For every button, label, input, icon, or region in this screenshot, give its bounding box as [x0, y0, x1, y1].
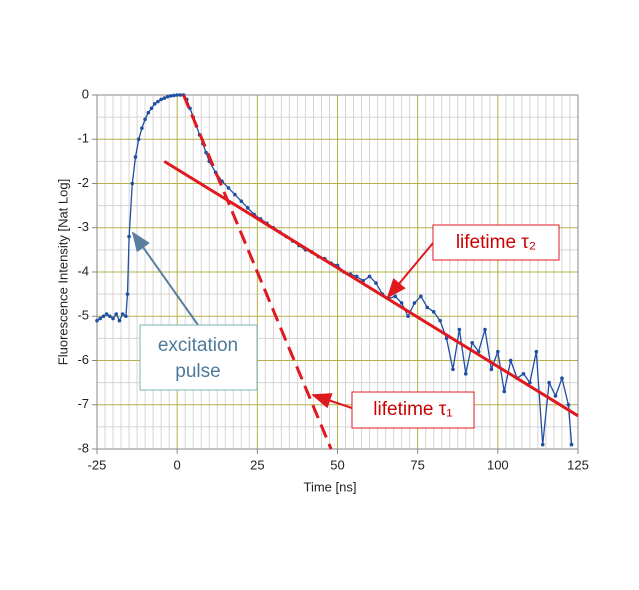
- data-point: [111, 316, 115, 321]
- data-point: [168, 94, 173, 98]
- data-point: [124, 314, 128, 319]
- data-point: [130, 181, 135, 186]
- data-point: [143, 117, 147, 122]
- data-point: [175, 93, 179, 97]
- data-point: [438, 318, 442, 323]
- data-point: [560, 376, 564, 381]
- arrow: [386, 242, 434, 299]
- data-point: [393, 294, 398, 299]
- annotation-box: [432, 224, 560, 261]
- data-point: [165, 94, 170, 99]
- annotation-text: lifetime τ₁: [373, 399, 452, 420]
- x-axis-title: Time [ns]: [304, 479, 357, 494]
- data-point: [367, 274, 372, 279]
- x-tick-label: 0: [174, 457, 181, 472]
- data-point: [156, 99, 160, 104]
- data-point: [162, 96, 167, 100]
- annotation-box: [351, 391, 475, 429]
- data-point: [406, 314, 410, 319]
- y-tick-label: -5: [77, 308, 89, 323]
- data-point: [419, 294, 423, 299]
- data-point: [457, 327, 462, 332]
- x-tick-label: 125: [567, 457, 589, 472]
- annotation-box: [139, 324, 258, 391]
- data-point: [120, 312, 125, 316]
- data-point: [127, 234, 131, 239]
- data-point: [98, 316, 103, 321]
- y-tick-label: -3: [77, 219, 89, 234]
- data-point: [502, 389, 507, 394]
- data-point: [431, 310, 436, 314]
- x-tick-label: 100: [487, 457, 509, 472]
- data-point: [569, 442, 574, 447]
- data-point: [239, 199, 244, 203]
- data-point: [159, 97, 163, 102]
- data-point: [374, 281, 378, 285]
- data-point: [540, 442, 545, 447]
- data-point: [146, 110, 151, 115]
- data-point: [470, 341, 474, 345]
- data-point: [354, 274, 359, 279]
- x-tick-label: 25: [250, 457, 264, 472]
- data-point: [204, 150, 208, 155]
- arrow: [131, 231, 199, 326]
- data-point: [496, 349, 500, 354]
- annotation-text: lifetime τ₂: [456, 232, 536, 253]
- data-point: [152, 102, 157, 106]
- annotation-text: pulse: [175, 361, 220, 382]
- data-point: [178, 93, 183, 97]
- data-point: [508, 358, 513, 363]
- data-point: [412, 301, 417, 305]
- data-point: [451, 367, 455, 372]
- data-point: [172, 93, 176, 98]
- data-point: [444, 336, 449, 341]
- y-tick-label: -6: [77, 352, 89, 367]
- data-point: [233, 192, 237, 197]
- data-point: [534, 349, 539, 354]
- y-tick-label: 0: [82, 86, 89, 101]
- data-point: [547, 380, 551, 385]
- y-tick-label: -1: [77, 131, 89, 146]
- y-tick-label: -7: [77, 396, 89, 411]
- data-point: [553, 394, 558, 398]
- data-point: [140, 126, 144, 130]
- x-tick-label: 75: [410, 457, 424, 472]
- plot-border: [96, 94, 579, 450]
- annotation-excitation: excitation pulse: [131, 231, 258, 391]
- data-point: [149, 106, 154, 111]
- y-axis-title: Fluorescence Intensity [Nat Log]: [55, 179, 70, 365]
- fit-line: [182, 94, 333, 450]
- data-point: [566, 402, 571, 407]
- annotation-text: excitation: [158, 335, 238, 356]
- y-tick-label: -2: [77, 175, 89, 190]
- data-point: [489, 367, 494, 372]
- data-point: [125, 292, 130, 296]
- annotation-tau1: lifetime τ₁: [311, 391, 475, 429]
- data-point: [463, 371, 468, 376]
- data-point: [521, 371, 526, 376]
- data-point: [101, 314, 106, 319]
- y-tick-label: -8: [77, 440, 89, 455]
- y-tick-label: -4: [77, 263, 89, 278]
- data-point: [108, 314, 112, 319]
- x-tick-label: -25: [88, 457, 107, 472]
- data-point: [528, 380, 532, 385]
- data-point: [95, 318, 99, 323]
- data-point: [245, 206, 250, 210]
- data-point: [425, 305, 430, 310]
- data-point: [483, 327, 487, 332]
- x-tick-label: 50: [330, 457, 344, 472]
- fit-line: [163, 160, 579, 418]
- data-point: [399, 301, 404, 305]
- data-point: [104, 312, 109, 316]
- data-point: [117, 318, 122, 323]
- data-point: [226, 186, 231, 190]
- data-point: [136, 137, 141, 142]
- annotation-tau2: lifetime τ₂: [386, 224, 560, 299]
- data-point: [133, 155, 138, 159]
- data-point: [114, 312, 119, 316]
- arrow: [311, 393, 353, 409]
